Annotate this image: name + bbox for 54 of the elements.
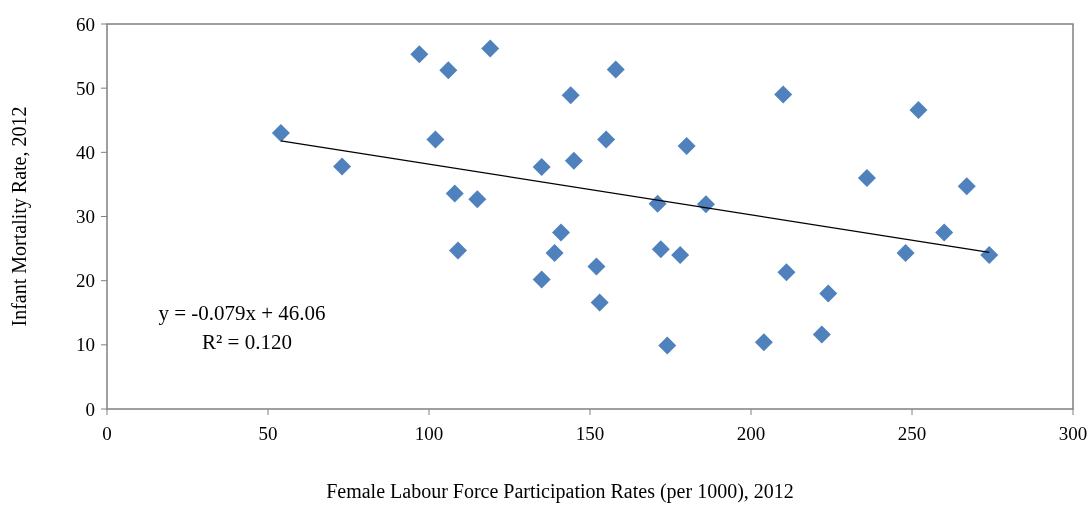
point [564,151,583,170]
point [561,86,580,105]
y-tick-label: 30 [76,206,95,228]
point [448,241,467,260]
point [426,130,445,149]
x-tick-label: 100 [414,423,444,444]
point [696,195,715,214]
point [597,130,616,149]
point [777,263,796,282]
point [333,157,352,176]
point [587,257,606,276]
point [271,124,290,143]
y-axis-title: Infant Mortality Rate, 2012 [8,106,31,327]
annotation: R² = 0.120 [202,330,292,354]
point [896,244,915,263]
point [774,85,793,104]
point [648,194,667,213]
point [754,333,773,352]
point [552,223,571,242]
x-tick-label: 300 [1058,423,1088,444]
point [980,246,999,264]
point [671,246,690,264]
point [935,223,954,242]
y-tick-label: 60 [76,13,95,35]
point [658,336,677,355]
y-tick-label: 40 [76,141,95,163]
x-tick-label: 250 [897,423,927,444]
point [909,100,928,119]
point [481,39,500,58]
point [532,158,551,177]
point [410,45,429,64]
y-tick-label: 20 [76,270,95,292]
annotation: y = -0.079x + 46.06 [158,301,326,325]
point [857,169,876,187]
point [677,136,696,155]
point [445,184,464,203]
y-tick-label: 50 [76,77,95,99]
point [651,240,670,259]
point [468,190,487,209]
point [957,177,976,196]
x-tick-label: 50 [258,423,278,444]
point [590,293,609,312]
point [819,284,838,303]
point [606,60,625,79]
point [439,61,458,80]
y-tick-label: 10 [76,334,95,356]
x-tick-label: 200 [736,423,766,444]
point [812,325,831,344]
y-tick-label: 0 [85,398,95,420]
x-axis-title: Female Labour Force Participation Rates (per 1000), 2012 [326,480,794,503]
point [532,270,551,289]
x-tick-label: 0 [102,423,112,444]
point [545,244,564,263]
x-tick-label: 150 [575,423,605,444]
